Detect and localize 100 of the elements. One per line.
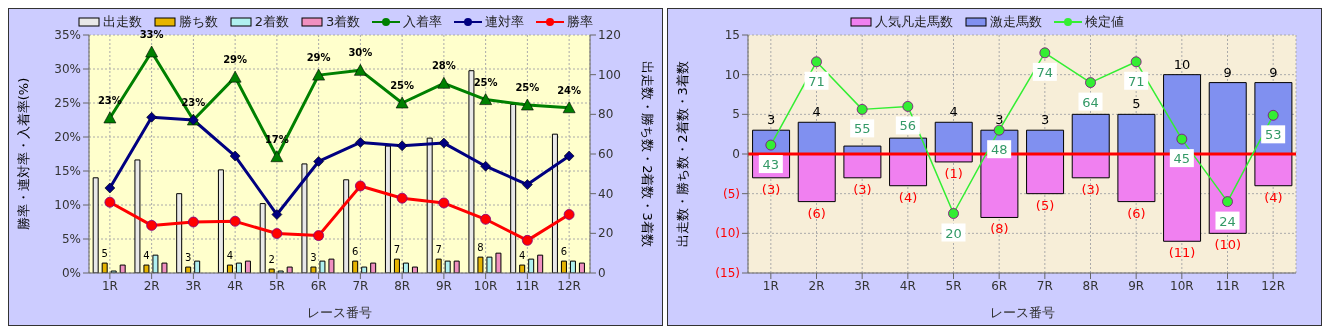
- x-tick-label: 1R: [101, 278, 118, 293]
- x-tick-label: 8R: [1082, 278, 1099, 293]
- y-tick-label: 30%: [54, 62, 81, 76]
- y-axis-title: 出走数・勝ち数・2着数・3着数: [674, 61, 690, 247]
- data-label: 20: [945, 225, 962, 241]
- data-label: 55: [853, 121, 871, 137]
- legend-label: 検定値: [1084, 13, 1124, 31]
- data-label: (10): [1214, 237, 1242, 253]
- x-tick-label: 11R: [515, 278, 540, 293]
- legend-label: 連対率: [484, 13, 525, 31]
- data-label: (3): [1081, 181, 1100, 197]
- data-label: 53: [1264, 127, 1282, 143]
- y2-tick-label: 40: [598, 186, 614, 201]
- data-label: 74: [1036, 64, 1054, 80]
- data-label: 3: [1040, 112, 1050, 128]
- x-tick-label: 5R: [268, 278, 285, 293]
- legend-label: 勝ち数: [178, 14, 218, 29]
- data-label: 4: [949, 104, 958, 120]
- legend-label: 入着率: [402, 13, 443, 31]
- x-tick-label: 2R: [808, 278, 825, 293]
- data-label: (1): [944, 165, 963, 181]
- data-label: 56: [899, 118, 917, 134]
- data-label: 7: [435, 244, 442, 256]
- y-tick-label: (15): [715, 266, 740, 280]
- legend-label: 3着数: [325, 13, 361, 31]
- data-label: 9: [1223, 64, 1232, 80]
- data-label: 25%: [515, 82, 540, 94]
- data-label: (11): [1168, 245, 1196, 261]
- data-label: 45: [1173, 151, 1191, 167]
- y-tick-label: 35%: [54, 28, 81, 42]
- x-tick-label: 3R: [185, 278, 202, 293]
- data-label: (4): [898, 189, 918, 205]
- legend-label: 勝率: [566, 13, 594, 31]
- x-tick-label: 10R: [473, 278, 498, 293]
- data-label: 9: [1269, 64, 1278, 80]
- data-label: 24%: [557, 84, 582, 96]
- x-tick-label: 5R: [945, 278, 962, 293]
- data-label: (6): [807, 205, 826, 221]
- x-tick-label: 9R: [435, 278, 452, 293]
- y-axis-title: 勝率・連対率・入着率(%): [15, 77, 31, 231]
- x-tick-label: 4R: [227, 278, 244, 293]
- y-tick-label: (5): [723, 186, 740, 201]
- data-label: (3): [761, 181, 781, 197]
- data-label: 71: [808, 73, 825, 89]
- x-tick-label: 7R: [352, 278, 369, 293]
- y2-tick-label: 120: [598, 28, 621, 42]
- x-tick-label: 12R: [557, 278, 581, 293]
- data-label: 5: [1132, 96, 1141, 112]
- x-tick-label: 3R: [854, 278, 871, 293]
- data-label: 30%: [348, 47, 373, 59]
- x-tick-label: 4R: [899, 278, 916, 293]
- y-tick-label: (10): [715, 226, 740, 241]
- x-tick-label: 9R: [1128, 278, 1145, 293]
- y-tick-label: 20%: [54, 130, 81, 144]
- y2-axis-title: 出走数・勝ち数・2着数・3着数: [640, 61, 656, 247]
- data-label: 6: [351, 246, 359, 258]
- data-label: 8: [477, 242, 484, 254]
- data-label: 3: [310, 252, 317, 264]
- data-label: 29%: [223, 54, 248, 66]
- legend-label: 出走数: [102, 14, 142, 29]
- data-label: 43: [762, 157, 780, 173]
- legend-label: 激走馬数: [989, 13, 1042, 31]
- legend-label: 人気凡走馬数: [874, 13, 953, 31]
- y2-tick-label: 0: [598, 266, 606, 280]
- data-label: (4): [1264, 189, 1283, 205]
- data-label: 4: [143, 250, 150, 262]
- data-label: 5: [101, 248, 108, 260]
- data-label: 7: [393, 244, 401, 256]
- x-tick-label: 2R: [143, 278, 160, 293]
- x-tick-label: 6R: [991, 278, 1008, 293]
- data-label: (8): [990, 221, 1009, 237]
- y-tick-label: 0%: [61, 266, 81, 280]
- data-label: 4: [518, 250, 526, 262]
- data-label: 25%: [473, 76, 498, 88]
- data-label: 24: [1219, 213, 1236, 229]
- data-label: 71: [1127, 73, 1145, 89]
- y2-tick-label: 60: [598, 147, 614, 161]
- data-label: 64: [1082, 94, 1099, 110]
- data-label: 4: [812, 104, 821, 120]
- x-tick-label: 10R: [1170, 278, 1194, 293]
- x-tick-label: 7R: [1036, 278, 1053, 293]
- data-label: 28%: [431, 60, 456, 72]
- data-label: (6): [1127, 205, 1146, 221]
- data-label: 10: [1173, 56, 1191, 72]
- data-label: 3: [184, 252, 192, 264]
- data-label: 48: [990, 142, 1008, 158]
- data-label: 6: [560, 246, 568, 258]
- data-label: 3: [995, 112, 1004, 128]
- data-label: (5): [1035, 197, 1055, 213]
- y-tick-label: 10: [724, 67, 740, 82]
- legend-label: 2着数: [253, 13, 289, 31]
- x-axis-title: レース番号: [989, 305, 1055, 320]
- x-tick-label: 11R: [1215, 278, 1240, 293]
- y-tick-label: 10%: [54, 198, 81, 212]
- x-tick-label: 6R: [310, 278, 327, 293]
- x-axis-title: レース番号: [307, 305, 372, 320]
- data-label: 4: [226, 250, 234, 262]
- y-tick-label: 5: [732, 107, 740, 122]
- y-tick-label: 25%: [54, 96, 81, 110]
- y-tick-label: 0: [732, 147, 740, 161]
